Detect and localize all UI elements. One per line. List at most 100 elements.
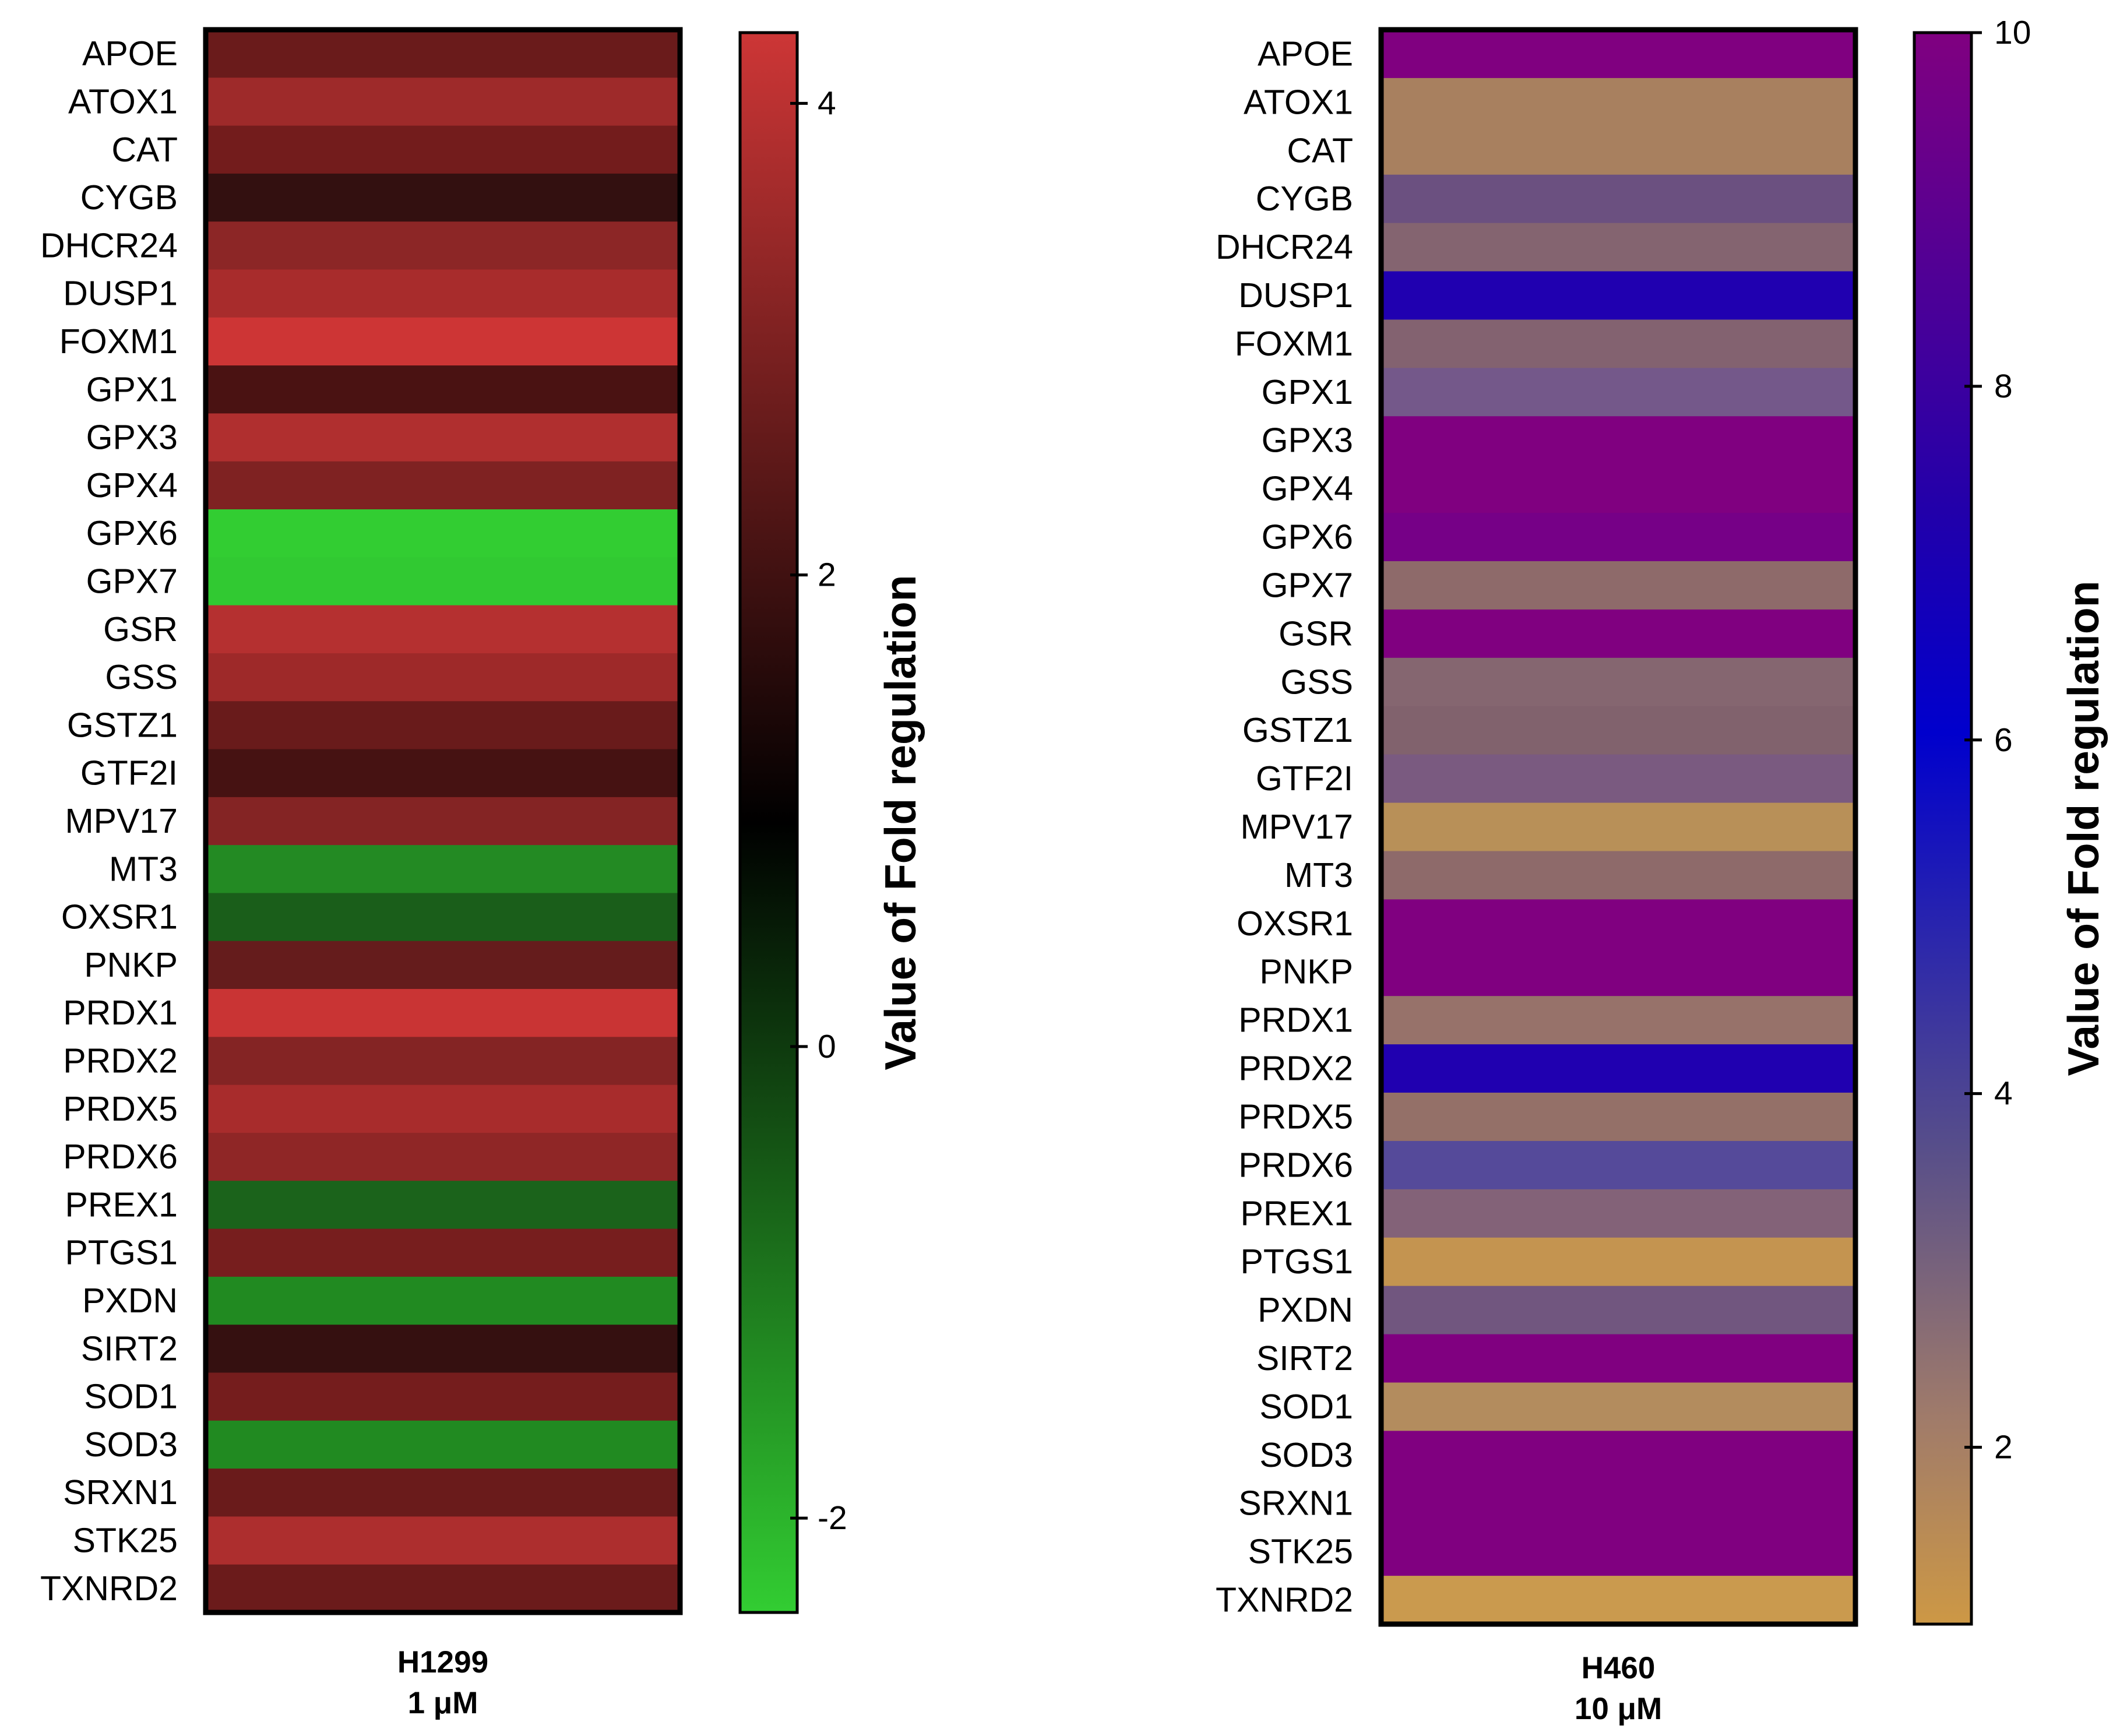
panel-2-gene-label: GPX6 xyxy=(1262,518,1353,557)
panel-2-cell-oxsr1 xyxy=(1381,899,1855,948)
panel-1-cell-prdx5 xyxy=(206,1084,680,1133)
panel-1-gene-label: FOXM1 xyxy=(59,322,178,361)
panel-1-heatmap-frame xyxy=(203,27,683,1615)
panel-1-cell-cygb xyxy=(206,173,680,222)
panel-1-gene-label: SOD1 xyxy=(84,1378,178,1416)
panel-2-gene-label: PRDX6 xyxy=(1238,1146,1353,1184)
panel-1-cell-stk25 xyxy=(206,1516,680,1565)
panel-1-cell-pxdn xyxy=(206,1276,680,1325)
panel-1-colorbar-tick-label: -2 xyxy=(818,1499,847,1537)
panel-2-gene-label: OXSR1 xyxy=(1237,904,1353,943)
panel-2-cell-sod3 xyxy=(1381,1431,1855,1480)
panel-2-gene-label: ATOX1 xyxy=(1244,83,1353,121)
panel-1-cell-mpv17 xyxy=(206,797,680,846)
panel-2-gene-label: CYGB xyxy=(1256,179,1353,218)
panel-1-gene-label: PNKP xyxy=(84,946,178,984)
panel-2-cell-prdx2 xyxy=(1381,1044,1855,1093)
panel-1-gene-label: MT3 xyxy=(109,850,178,888)
panel-1-cell-prex1 xyxy=(206,1181,680,1230)
panel-2-cell-txnrd2 xyxy=(1381,1576,1855,1625)
panel-2-gene-label: PRDX2 xyxy=(1238,1050,1353,1088)
panel-2-gene-label: GSR xyxy=(1279,614,1353,653)
panel-2-gene-label: MPV17 xyxy=(1241,808,1353,846)
panel-2-cell-prdx6 xyxy=(1381,1140,1855,1190)
panel-1-gene-label: APOE xyxy=(82,34,178,73)
panel-1-caption-cell-line: H1299 xyxy=(397,1645,488,1679)
panel-2-gene-label: PXDN xyxy=(1258,1291,1353,1329)
panel-2-cell-sod1 xyxy=(1381,1382,1855,1431)
panel-2-gene-label: GPX1 xyxy=(1262,373,1353,411)
panel-2-colorbar-tick-label: 6 xyxy=(1994,721,2013,759)
panel-2-cell-ptgs1 xyxy=(1381,1237,1855,1287)
panel-1-gene-label: GSS xyxy=(105,658,178,696)
panel-2-gene-label: FOXM1 xyxy=(1235,325,1353,363)
panel-1-cell-gsr xyxy=(206,605,680,654)
panel-1-gene-label: PRDX1 xyxy=(63,994,178,1032)
panel-1-gene-label: GSTZ1 xyxy=(67,706,178,744)
panel-1-cell-gpx1 xyxy=(206,365,680,414)
panel-2-cell-foxm1 xyxy=(1381,319,1855,368)
panel-2-cell-mt3 xyxy=(1381,851,1855,900)
panel-1-colorbar-tick-label: 0 xyxy=(818,1028,836,1065)
panel-1-gene-label: CAT xyxy=(111,131,178,169)
panel-2-colorbar-tick-label: 8 xyxy=(1994,368,2013,405)
panel-2-cell-gtf2i xyxy=(1381,754,1855,804)
panel-2-cell-cat xyxy=(1381,126,1855,175)
panel-1-gene-label: GPX4 xyxy=(86,466,178,505)
panel-1-gene-label: ATOX1 xyxy=(68,82,178,121)
panel-1-cell-srxn1 xyxy=(206,1469,680,1517)
panel-1-cell-prdx6 xyxy=(206,1132,680,1181)
panel-2-gene-label: GPX4 xyxy=(1262,470,1353,508)
panel-2-gene-label: PTGS1 xyxy=(1241,1242,1353,1281)
panel-1-gene-label: PREX1 xyxy=(65,1185,178,1224)
panel-2-gene-label: SRXN1 xyxy=(1238,1484,1353,1523)
panel-2-cell-dusp1 xyxy=(1381,271,1855,321)
panel-1-gene-label: GSR xyxy=(103,610,178,649)
panel-1-cell-gstz1 xyxy=(206,701,680,750)
panel-2-colorbar-tick-label: 2 xyxy=(1994,1429,2013,1466)
panel-1-cell-foxm1 xyxy=(206,317,680,366)
panel-2-cell-apoe xyxy=(1381,30,1855,79)
panel-1-gene-label: PRDX5 xyxy=(63,1090,178,1128)
panel-2-cell-gpx1 xyxy=(1381,368,1855,417)
panel-1-cell-prdx2 xyxy=(206,1037,680,1086)
panel-1-cell-oxsr1 xyxy=(206,893,680,942)
panel-2-gene-label: DUSP1 xyxy=(1238,276,1353,315)
panel-2-cell-gsr xyxy=(1381,609,1855,659)
panel-2-gene-label: PRDX1 xyxy=(1238,1001,1353,1040)
panel-2-cell-gpx3 xyxy=(1381,416,1855,465)
panel-2-cell-stk25 xyxy=(1381,1527,1855,1576)
panel-2-gene-label: TXNRD2 xyxy=(1216,1581,1353,1619)
panel-2-cell-pnkp xyxy=(1381,948,1855,996)
panel-1-colorbar-tick-label: 4 xyxy=(818,84,836,122)
panel-1-cell-gss xyxy=(206,653,680,702)
panel-1-gene-label: CYGB xyxy=(80,178,178,217)
panel-1-cell-mt3 xyxy=(206,845,680,894)
panel-2-cell-prdx5 xyxy=(1381,1093,1855,1142)
panel-1-cell-gtf2i xyxy=(206,749,680,798)
panel-2-colorbar-tick-label: 4 xyxy=(1994,1075,2013,1112)
panel-2-gene-label: GSTZ1 xyxy=(1242,711,1353,749)
panel-1-cell-sod1 xyxy=(206,1372,680,1421)
panel-2-gene-label: PREX1 xyxy=(1241,1194,1353,1233)
panel-2-gene-label: APOE xyxy=(1258,34,1353,73)
panel-2-gene-label: PRDX5 xyxy=(1238,1097,1353,1136)
panel-2-caption-dose: 10 μM xyxy=(1575,1692,1662,1726)
panel-1-gene-label: OXSR1 xyxy=(61,898,178,936)
panel-1-gene-label: DUSP1 xyxy=(63,274,178,313)
panel-2-cell-srxn1 xyxy=(1381,1479,1855,1528)
panel-2-gene-label: STK25 xyxy=(1248,1533,1353,1571)
panel-2-gene-label: GPX3 xyxy=(1262,421,1353,460)
panel-2-cell-gpx6 xyxy=(1381,513,1855,562)
panel-2-colorbar xyxy=(1913,31,1973,1626)
panel-2-cell-gstz1 xyxy=(1381,706,1855,755)
panel-2-cell-gpx7 xyxy=(1381,561,1855,610)
panel-2-gene-label: PNKP xyxy=(1259,953,1353,991)
panel-1-colorbar xyxy=(738,31,799,1614)
panel-1-gene-label: GPX3 xyxy=(86,418,178,457)
panel-1-gene-label: GTF2I xyxy=(80,754,178,793)
panel-1-gene-label: DHCR24 xyxy=(40,226,178,265)
panel-2-gene-label: SOD1 xyxy=(1259,1388,1353,1426)
panel-2-cell-gss xyxy=(1381,657,1855,707)
